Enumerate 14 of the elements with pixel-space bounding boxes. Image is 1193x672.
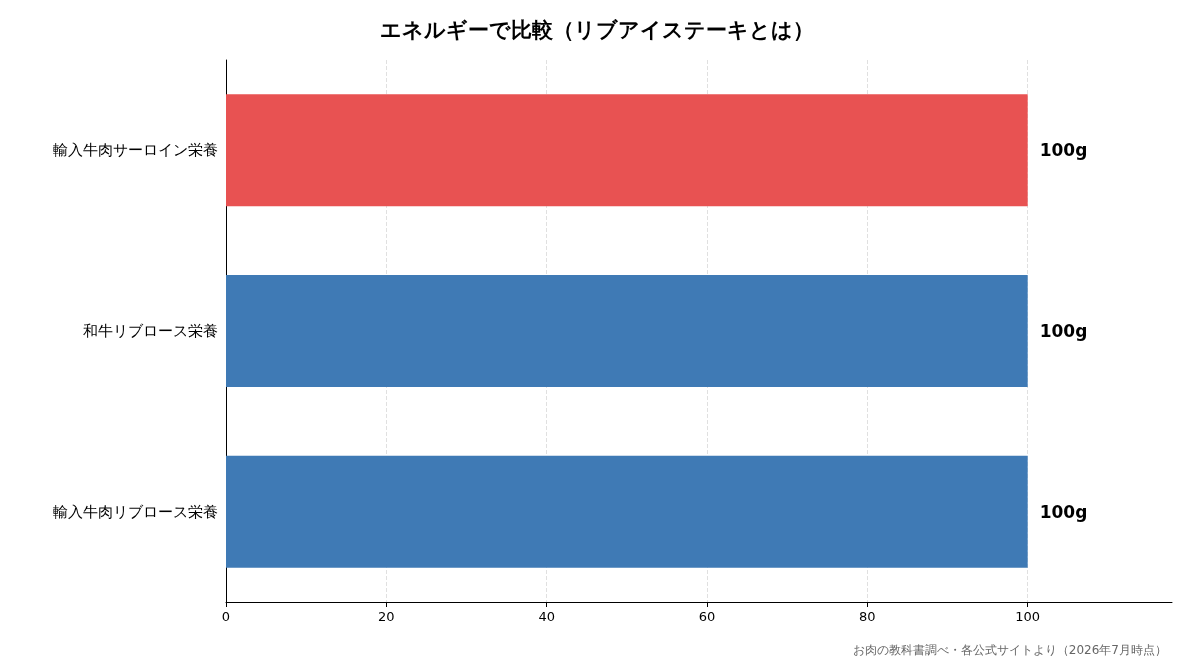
x-tick-label: 100 — [1015, 609, 1041, 624]
text: お肉の教科書調べ・各公式サイトより（2026年7月時点） — [852, 643, 1168, 657]
x-tick-label: 80 — [859, 609, 876, 624]
y-tick-label: 輸入牛肉リブロース栄養 — [53, 502, 218, 521]
x-tick-label: 0 — [221, 609, 231, 624]
data-label: 100g — [1039, 321, 1088, 341]
x-tick-label: 20 — [378, 609, 395, 624]
data-label: 100g — [1039, 140, 1088, 161]
x-tick-label: 40 — [538, 609, 555, 624]
x-tick-label: 60 — [698, 609, 716, 624]
y-tick-label: 和牛リブロース栄養 — [83, 322, 218, 340]
y-tick-label: 輸入牛肉サーロイン栄養 — [53, 141, 218, 160]
chart-title: エネルギーで比較（リブアイステーキとは） — [379, 17, 814, 42]
data-label: 100g — [1039, 501, 1088, 522]
